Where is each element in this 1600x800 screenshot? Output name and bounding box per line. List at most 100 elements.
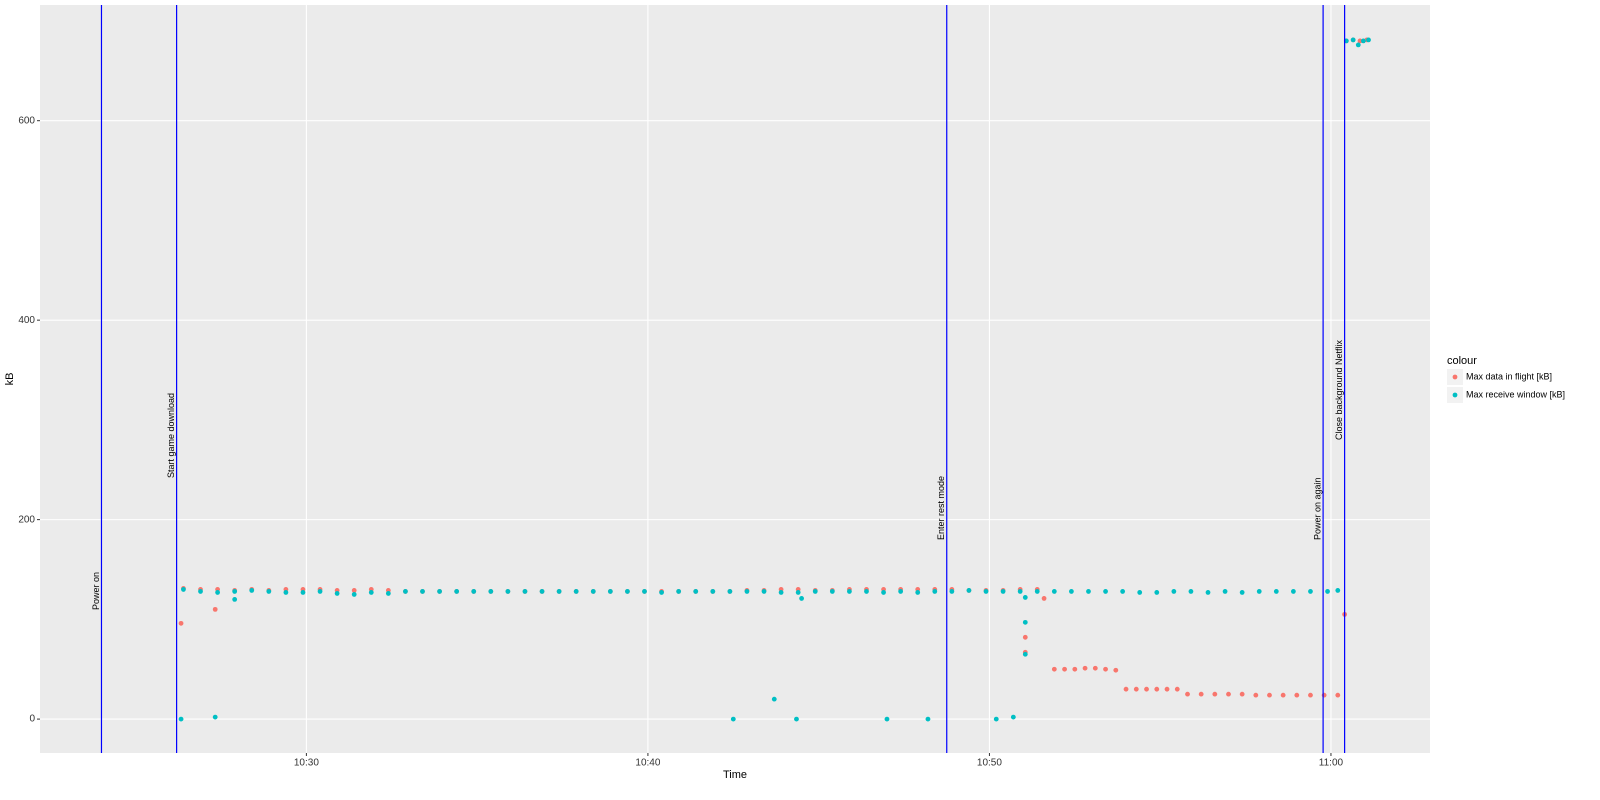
point <box>283 590 289 595</box>
point <box>1205 590 1211 595</box>
point <box>249 588 255 593</box>
point <box>1103 589 1108 594</box>
point <box>212 714 218 720</box>
point <box>1092 665 1098 671</box>
point <box>232 597 238 602</box>
x-tick-label: 10:40 <box>635 758 660 769</box>
point <box>761 589 767 594</box>
point <box>730 716 736 722</box>
point <box>1144 686 1149 692</box>
point <box>1294 692 1300 698</box>
point <box>1022 634 1028 640</box>
point <box>693 589 699 594</box>
point <box>505 589 511 594</box>
point <box>1253 692 1259 698</box>
point <box>864 589 869 594</box>
point <box>178 716 184 722</box>
point <box>1361 38 1366 44</box>
point <box>1357 38 1363 44</box>
point <box>744 589 750 594</box>
event-label: Enter rest mode <box>936 476 946 540</box>
point <box>334 591 340 596</box>
point <box>317 589 323 594</box>
event-label: Start game download <box>166 393 176 478</box>
point <box>1222 589 1228 594</box>
event-label: Power on again <box>1312 477 1322 540</box>
point <box>573 589 579 594</box>
point <box>607 589 613 594</box>
point <box>1010 714 1016 720</box>
point <box>1226 691 1231 697</box>
point <box>799 596 804 601</box>
point <box>1041 596 1047 601</box>
x-tick-label: 11:00 <box>1319 758 1344 769</box>
point <box>385 591 391 596</box>
legend-text: Max receive window [kB] <box>1466 389 1565 399</box>
point <box>966 588 972 593</box>
point <box>420 589 425 594</box>
legend-text: Max data in flight [kB] <box>1466 371 1552 381</box>
point <box>471 589 477 594</box>
point <box>727 589 733 594</box>
point <box>351 588 357 593</box>
point <box>1256 589 1262 594</box>
point <box>1022 595 1028 600</box>
point <box>1017 589 1023 594</box>
point <box>1051 666 1057 672</box>
point <box>1133 686 1139 692</box>
point <box>1022 619 1028 625</box>
point <box>212 606 218 612</box>
point <box>642 589 647 594</box>
point <box>812 589 818 594</box>
point <box>1273 589 1279 594</box>
point <box>1137 590 1143 595</box>
point <box>1123 686 1129 692</box>
point <box>1072 666 1078 672</box>
point <box>1171 589 1177 594</box>
point <box>1308 692 1313 698</box>
point <box>1350 37 1356 43</box>
point <box>198 589 203 594</box>
point <box>1154 686 1160 692</box>
point <box>829 589 835 594</box>
point <box>1113 667 1119 673</box>
point <box>178 620 184 626</box>
point <box>1069 589 1074 594</box>
event-label: Close background Netflix <box>1334 339 1344 440</box>
point <box>932 589 938 594</box>
point <box>1335 692 1341 698</box>
point <box>1212 691 1218 697</box>
point <box>795 590 801 595</box>
point <box>1154 590 1160 595</box>
point <box>1198 691 1204 697</box>
point <box>1308 589 1313 594</box>
point <box>778 590 784 595</box>
point <box>710 589 716 594</box>
point <box>771 696 777 702</box>
point <box>266 589 272 594</box>
point <box>925 716 931 722</box>
point <box>437 589 442 594</box>
legend-marker <box>1452 374 1458 380</box>
point <box>1034 589 1040 594</box>
point <box>1062 666 1067 672</box>
point <box>794 716 799 722</box>
point <box>181 587 186 592</box>
point <box>993 716 999 722</box>
point <box>1174 686 1180 692</box>
point <box>625 589 630 594</box>
point <box>454 589 460 594</box>
point <box>1267 692 1272 698</box>
point <box>488 589 494 594</box>
point <box>1120 589 1126 594</box>
x-axis-title: Time <box>723 769 747 781</box>
point <box>1188 589 1194 594</box>
point <box>539 589 545 594</box>
legend-title: colour <box>1447 355 1477 367</box>
point <box>403 589 408 594</box>
point <box>1280 692 1286 698</box>
point <box>659 590 664 595</box>
point <box>1185 691 1190 697</box>
y-tick-label: 400 <box>18 315 35 326</box>
